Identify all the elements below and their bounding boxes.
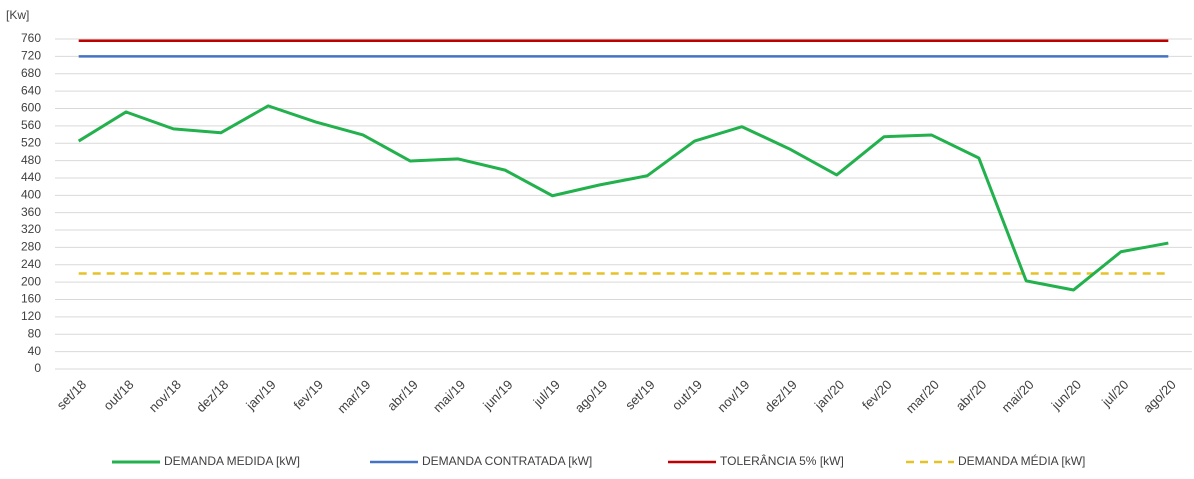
y-axis-label: [Kw] (6, 8, 29, 22)
x-tick-label: mar/20 (903, 377, 942, 416)
y-tick-label: 200 (21, 274, 41, 288)
y-tick-label: 320 (21, 222, 41, 236)
x-tick-label: ago/20 (1140, 377, 1179, 416)
y-tick-label: 720 (21, 49, 41, 63)
y-tick-label: 440 (21, 170, 41, 184)
x-tick-label: jun/20 (1048, 377, 1084, 413)
series-line (77, 104, 1169, 292)
y-tick-label: 480 (21, 153, 41, 167)
y-tick-label: 680 (21, 66, 41, 80)
y-tick-label: 560 (21, 118, 41, 132)
y-tick-label: 400 (21, 187, 41, 201)
y-tick-label: 640 (21, 83, 41, 97)
x-tick-label: jul/20 (1098, 377, 1131, 410)
x-tick-label: dez/19 (762, 377, 800, 415)
y-tick-label: 80 (28, 326, 42, 340)
x-tick-label: set/19 (622, 377, 658, 413)
y-tick-label: 120 (21, 309, 41, 323)
x-tick-label: fev/20 (859, 377, 895, 413)
legend-label: DEMANDA MÉDIA [kW] (958, 453, 1085, 468)
x-tick-label: out/19 (669, 377, 705, 413)
x-tick-label: fev/19 (290, 377, 326, 413)
y-tick-label: 600 (21, 101, 41, 115)
x-tick-label: jun/19 (479, 377, 515, 413)
x-tick-label: jan/19 (242, 377, 278, 413)
x-tick-label: set/18 (54, 377, 90, 413)
legend-label: DEMANDA CONTRATADA [kW] (422, 454, 592, 468)
y-tick-label: 40 (28, 344, 42, 358)
x-tick-label: mai/19 (430, 377, 468, 415)
x-tick-label: mai/20 (999, 377, 1037, 415)
x-tick-label: ago/19 (572, 377, 611, 416)
x-tick-label: abr/20 (953, 377, 990, 414)
x-tick-label: nov/19 (714, 377, 752, 415)
legend-label: TOLERÂNCIA 5% [kW] (720, 453, 844, 468)
x-tick-label: out/18 (100, 377, 136, 413)
x-tick-label: nov/18 (146, 377, 184, 415)
legend-label: DEMANDA MEDIDA [kW] (164, 454, 300, 468)
y-tick-label: 360 (21, 205, 41, 219)
x-tick-label: jul/19 (530, 377, 563, 410)
x-tick-label: abr/19 (384, 377, 421, 414)
x-tick-label: mar/19 (334, 377, 373, 416)
y-tick-label: 280 (21, 240, 41, 254)
y-tick-label: 520 (21, 135, 41, 149)
y-tick-label: 160 (21, 292, 41, 306)
x-tick-label: dez/18 (193, 377, 231, 415)
x-tick-label: jan/20 (811, 377, 847, 413)
y-tick-label: 0 (34, 361, 41, 375)
y-tick-label: 240 (21, 257, 41, 271)
y-tick-label: 760 (21, 31, 41, 45)
